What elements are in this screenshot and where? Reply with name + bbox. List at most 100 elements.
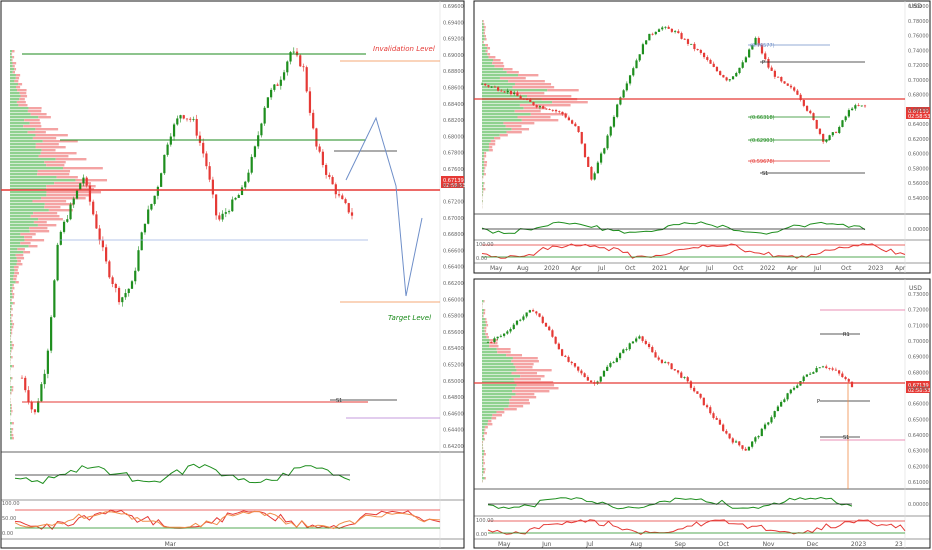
candle-body bbox=[799, 94, 802, 100]
candle-body bbox=[860, 105, 863, 107]
candle-body bbox=[760, 428, 763, 437]
y-tick-label: 0.70000 bbox=[908, 339, 929, 345]
candle-body bbox=[299, 55, 302, 67]
volume-bar-buy bbox=[10, 233, 21, 236]
left-volume-profile bbox=[10, 50, 108, 440]
candle-body bbox=[529, 99, 532, 102]
candle-body bbox=[554, 110, 558, 112]
volume-bar-sell bbox=[499, 134, 508, 137]
rt-level-label-0: (0.76577) bbox=[750, 43, 775, 49]
volume-bar-sell bbox=[27, 131, 46, 134]
volume-bar-sell bbox=[515, 366, 533, 369]
candle-body bbox=[82, 177, 85, 184]
volume-bar-sell bbox=[14, 272, 19, 275]
x-tick-label: 2021 bbox=[652, 265, 667, 272]
y-tick-label: 0.71000 bbox=[908, 323, 929, 329]
volume-bar-sell bbox=[13, 278, 17, 281]
volume-bar-buy bbox=[10, 347, 13, 350]
candle-body bbox=[302, 66, 305, 68]
y-tick-label: 0.67600 bbox=[443, 167, 464, 173]
volume-bar-buy bbox=[10, 206, 45, 209]
candle-body bbox=[503, 333, 506, 336]
volume-bar-sell bbox=[483, 471, 485, 474]
candle-body bbox=[101, 240, 104, 248]
candle-body bbox=[276, 84, 279, 86]
candle-body bbox=[334, 184, 337, 195]
candle-body bbox=[509, 90, 513, 95]
volume-bar-sell bbox=[483, 185, 484, 188]
volume-bar-buy bbox=[10, 422, 12, 425]
volume-bar-buy bbox=[10, 194, 47, 197]
candle-body bbox=[548, 326, 551, 331]
volume-bar-sell bbox=[11, 50, 15, 53]
left-osc-tick-0: 100.00 bbox=[2, 501, 20, 507]
volume-bar-buy bbox=[10, 269, 15, 272]
volume-bar-buy bbox=[10, 128, 36, 131]
candle-body bbox=[757, 436, 760, 438]
candle-body bbox=[189, 118, 192, 120]
candle-body bbox=[809, 373, 812, 375]
volume-bar-sell bbox=[11, 290, 13, 293]
candle-body bbox=[667, 26, 670, 29]
volume-bar-sell bbox=[506, 71, 519, 74]
volume-bar-sell bbox=[490, 140, 496, 143]
x-tick-label: Nov bbox=[763, 541, 775, 548]
volume-bar-buy bbox=[482, 62, 493, 65]
volume-bar-buy bbox=[10, 101, 17, 104]
x-tick-label: Oct bbox=[733, 265, 744, 272]
volume-bar-buy bbox=[10, 215, 31, 218]
candle-body bbox=[545, 108, 548, 110]
volume-bar-buy bbox=[482, 134, 500, 137]
candle-body bbox=[121, 297, 124, 303]
volume-bar-sell bbox=[499, 77, 526, 80]
volume-bar-buy bbox=[482, 321, 486, 324]
x-tick-label: Jun bbox=[541, 541, 552, 548]
volume-bar-buy bbox=[482, 339, 490, 342]
volume-bar-sell bbox=[37, 224, 57, 227]
candle-body bbox=[606, 366, 609, 371]
candle-body bbox=[699, 50, 702, 53]
volume-bar-buy bbox=[10, 119, 25, 122]
candle-body bbox=[480, 83, 484, 85]
volume-bar-buy bbox=[10, 365, 13, 368]
volume-bar-buy bbox=[10, 314, 12, 317]
volume-bar-buy bbox=[482, 429, 485, 432]
candle-body bbox=[519, 96, 522, 99]
volume-bar-sell bbox=[17, 248, 25, 251]
volume-bar-buy bbox=[10, 191, 47, 194]
volume-bar-buy bbox=[482, 146, 489, 149]
volume-bar-buy bbox=[10, 188, 47, 191]
volume-bar-sell bbox=[488, 149, 493, 152]
y-tick-label: 0.64200 bbox=[443, 444, 464, 450]
volume-bar-buy bbox=[10, 308, 12, 311]
candle-body bbox=[257, 135, 260, 147]
candle-body bbox=[654, 31, 657, 35]
volume-bar-sell bbox=[11, 386, 14, 389]
volume-bar-buy bbox=[482, 426, 485, 429]
candle-body bbox=[496, 336, 499, 339]
volume-bar-sell bbox=[517, 74, 539, 77]
candle-body bbox=[844, 116, 847, 121]
volume-bar-buy bbox=[10, 155, 39, 158]
volume-bar-sell bbox=[484, 38, 487, 41]
candle-body bbox=[571, 120, 574, 124]
volume-bar-buy bbox=[482, 128, 512, 131]
rb-osc-tick-2: 0.00 bbox=[476, 532, 487, 538]
volume-bar-buy bbox=[482, 167, 485, 170]
y-tick-label: 0.70000 bbox=[908, 78, 929, 84]
volume-bar-buy bbox=[482, 423, 488, 426]
volume-bar-buy bbox=[10, 242, 21, 245]
volume-bar-sell bbox=[32, 200, 67, 203]
left-y-axis: 0.69600 0.69400 0.69200 0.69000 0.68800 0.686… bbox=[443, 4, 464, 450]
x-tick-label: Mar bbox=[165, 541, 177, 548]
volume-bar-buy bbox=[10, 125, 24, 128]
candle-body bbox=[522, 316, 525, 320]
candle-body bbox=[680, 33, 683, 39]
volume-bar-sell bbox=[16, 263, 23, 266]
x-tick-label: Apr bbox=[895, 265, 906, 272]
volume-bar-sell bbox=[505, 125, 522, 128]
volume-bar-sell bbox=[14, 269, 18, 272]
rb-price-tag-time: 02:58:53 bbox=[908, 388, 930, 394]
x-tick-label: 2022 bbox=[760, 265, 775, 272]
candle-body bbox=[738, 67, 741, 74]
